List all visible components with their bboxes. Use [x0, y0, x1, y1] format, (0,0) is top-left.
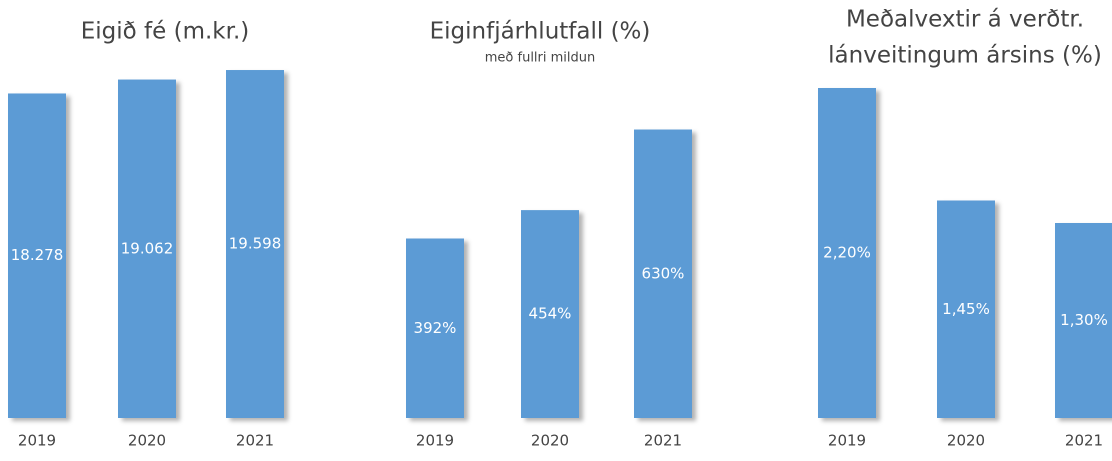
x-tick-label: 2019 [18, 432, 56, 450]
data-label: 1,45% [942, 300, 990, 318]
x-tick-label: 2019 [416, 432, 454, 450]
data-label: 19.062 [121, 239, 174, 257]
bar [521, 210, 579, 418]
chart-title: Eigið fé (m.kr.) [81, 19, 250, 45]
bar [634, 129, 692, 419]
chart-subtitle: með fullri mildun [485, 51, 596, 66]
x-tick-label: 2021 [1065, 432, 1103, 450]
chart-title: Meðalvextir á verðtr. [846, 7, 1084, 33]
x-tick-label: 2019 [828, 432, 866, 450]
x-tick-label: 2020 [531, 432, 569, 450]
chart-title: Eiginfjárhlutfall (%) [430, 19, 651, 45]
x-tick-label: 2021 [644, 432, 682, 450]
bar [226, 70, 284, 418]
chart-title: lánveitingum ársins (%) [828, 43, 1102, 69]
data-label: 19.598 [229, 235, 282, 253]
data-label: 2,20% [823, 244, 871, 262]
bar [1055, 223, 1112, 418]
data-label: 392% [414, 319, 457, 337]
data-label: 1,30% [1060, 311, 1108, 329]
bar [937, 200, 995, 418]
x-tick-label: 2020 [128, 432, 166, 450]
bar [8, 93, 66, 419]
bar [406, 238, 464, 418]
bar [818, 88, 876, 418]
x-tick-label: 2021 [236, 432, 274, 450]
x-tick-label: 2020 [947, 432, 985, 450]
bar [118, 79, 176, 418]
data-label: 18.278 [11, 246, 64, 264]
data-label: 454% [529, 305, 572, 323]
data-label: 630% [642, 264, 685, 282]
